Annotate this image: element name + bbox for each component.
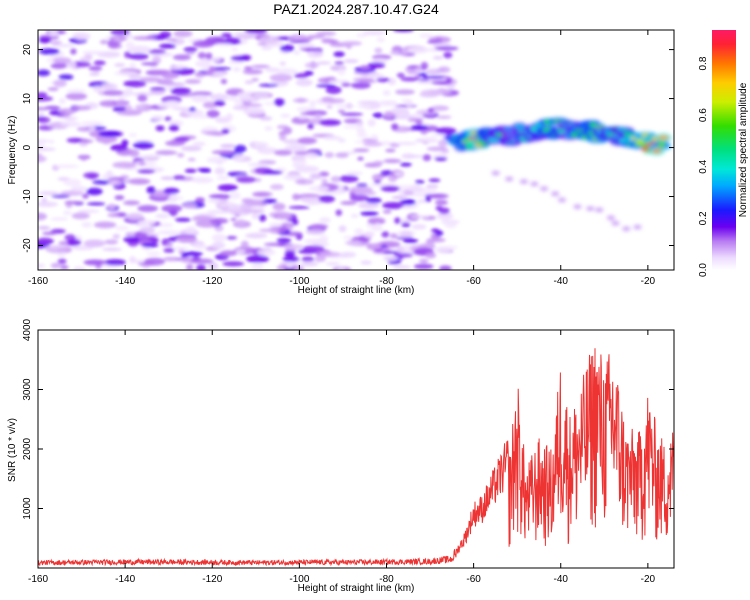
snr-y-tick-label: 2000 bbox=[22, 437, 33, 460]
spectrogram-y-tick-label: 20 bbox=[22, 44, 33, 56]
spectrogram-x-ticks: -160 -140 -120 -100 -80 -60 -40 -20 bbox=[28, 30, 656, 287]
snr-y-label: SNR (10 * v/v) bbox=[7, 418, 18, 482]
spectrogram-y-tick-label: -20 bbox=[22, 238, 33, 253]
spectrogram-x-tick-label: -80 bbox=[379, 276, 394, 287]
colorbar-gradient bbox=[712, 30, 736, 270]
snr-x-tick-label: -20 bbox=[641, 574, 656, 585]
figure-title: PAZ1.2024.287.10.47.G24 bbox=[273, 1, 439, 17]
snr-x-tick-label: -80 bbox=[379, 574, 394, 585]
snr-panel: -160 -140 -120 -100 -80 -60 -40 -20 1000 2000 300… bbox=[7, 318, 675, 594]
colorbar-tick-label: 0.2 bbox=[698, 211, 709, 225]
spectrogram-x-tick-label: -140 bbox=[115, 276, 135, 287]
colorbar-ticks: 0.0 0.2 0.4 0.6 0.8 bbox=[698, 56, 709, 277]
spectrogram-panel: -160 -140 -120 -100 -80 -60 -40 -20 -20-1001020… bbox=[7, 29, 675, 296]
snr-y-tick-label: 1000 bbox=[22, 497, 33, 520]
spectrogram-x-tick-label: -100 bbox=[289, 276, 309, 287]
spectrogram-x-tick-label: -20 bbox=[641, 276, 656, 287]
colorbar: 0.0 0.2 0.4 0.6 0.8 Normalized spectral ampl… bbox=[698, 30, 749, 277]
colorbar-tick-label: 0.4 bbox=[698, 159, 709, 173]
snr-x-ticks: -160 -140 -120 -100 -80 -60 -40 -20 bbox=[28, 330, 656, 585]
snr-x-tick-label: -160 bbox=[28, 574, 48, 585]
spectrogram-x-tick-label: -120 bbox=[202, 276, 222, 287]
snr-x-tick-label: -100 bbox=[289, 574, 309, 585]
snr-y-tick-label: 3000 bbox=[22, 378, 33, 401]
snr-line-area bbox=[38, 348, 674, 567]
snr-x-tick-label: -60 bbox=[466, 574, 481, 585]
spectrogram-x-tick-label: -40 bbox=[554, 276, 569, 287]
spectrogram-y-ticks: -20 -10 0 10 20 bbox=[22, 44, 674, 253]
colorbar-tick-label: 0.6 bbox=[698, 108, 709, 122]
spectrogram-frame bbox=[37, 29, 675, 271]
snr-x-label: Height of straight line (km) bbox=[298, 583, 415, 594]
snr-x-tick-label: -140 bbox=[115, 574, 135, 585]
spectrogram-x-label: Height of straight line (km) bbox=[298, 285, 415, 296]
snr-series-line bbox=[38, 348, 674, 567]
spectrogram-x-tick-label: -60 bbox=[466, 276, 481, 287]
colorbar-label: Normalized spectral amplitude bbox=[738, 82, 749, 217]
snr-x-tick-label: -40 bbox=[554, 574, 569, 585]
snr-x-tick-label: -120 bbox=[202, 574, 222, 585]
snr-y-tick-label: 4000 bbox=[22, 318, 33, 341]
snr-y-ticks: 1000 2000 3000 4000 bbox=[22, 318, 674, 520]
colorbar-tick-label: 0.8 bbox=[698, 56, 709, 70]
colorbar-tick-label: 0.0 bbox=[698, 263, 709, 277]
spectrogram-y-tick-label: 0 bbox=[22, 144, 33, 150]
spectrogram-x-tick-label: -160 bbox=[28, 276, 48, 287]
spectrogram-y-tick-label: 10 bbox=[22, 93, 33, 105]
spectrogram-y-label: Frequency (Hz) bbox=[7, 116, 18, 185]
spectrogram-image bbox=[38, 30, 674, 270]
spectrogram-y-tick-label: -10 bbox=[22, 189, 33, 204]
